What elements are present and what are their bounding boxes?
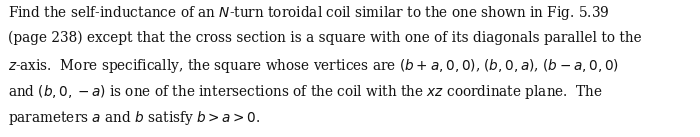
Text: parameters $a$ and $b$ satisfy $b>a>0$.: parameters $a$ and $b$ satisfy $b>a>0$. [8,109,261,127]
Text: and $(b,0,-a)$ is one of the intersections of the coil with the $xz$ coordinate : and $(b,0,-a)$ is one of the intersectio… [8,83,603,101]
Text: Find the self-inductance of an $N$-turn toroidal coil similar to the one shown i: Find the self-inductance of an $N$-turn … [8,4,610,22]
Text: (page 238) except that the cross section is a square with one of its diagonals p: (page 238) except that the cross section… [8,30,642,45]
Text: $z$-axis.  More specifically, the square whose vertices are $(b+a,0,0)$, $(b,0,a: $z$-axis. More specifically, the square … [8,57,620,75]
